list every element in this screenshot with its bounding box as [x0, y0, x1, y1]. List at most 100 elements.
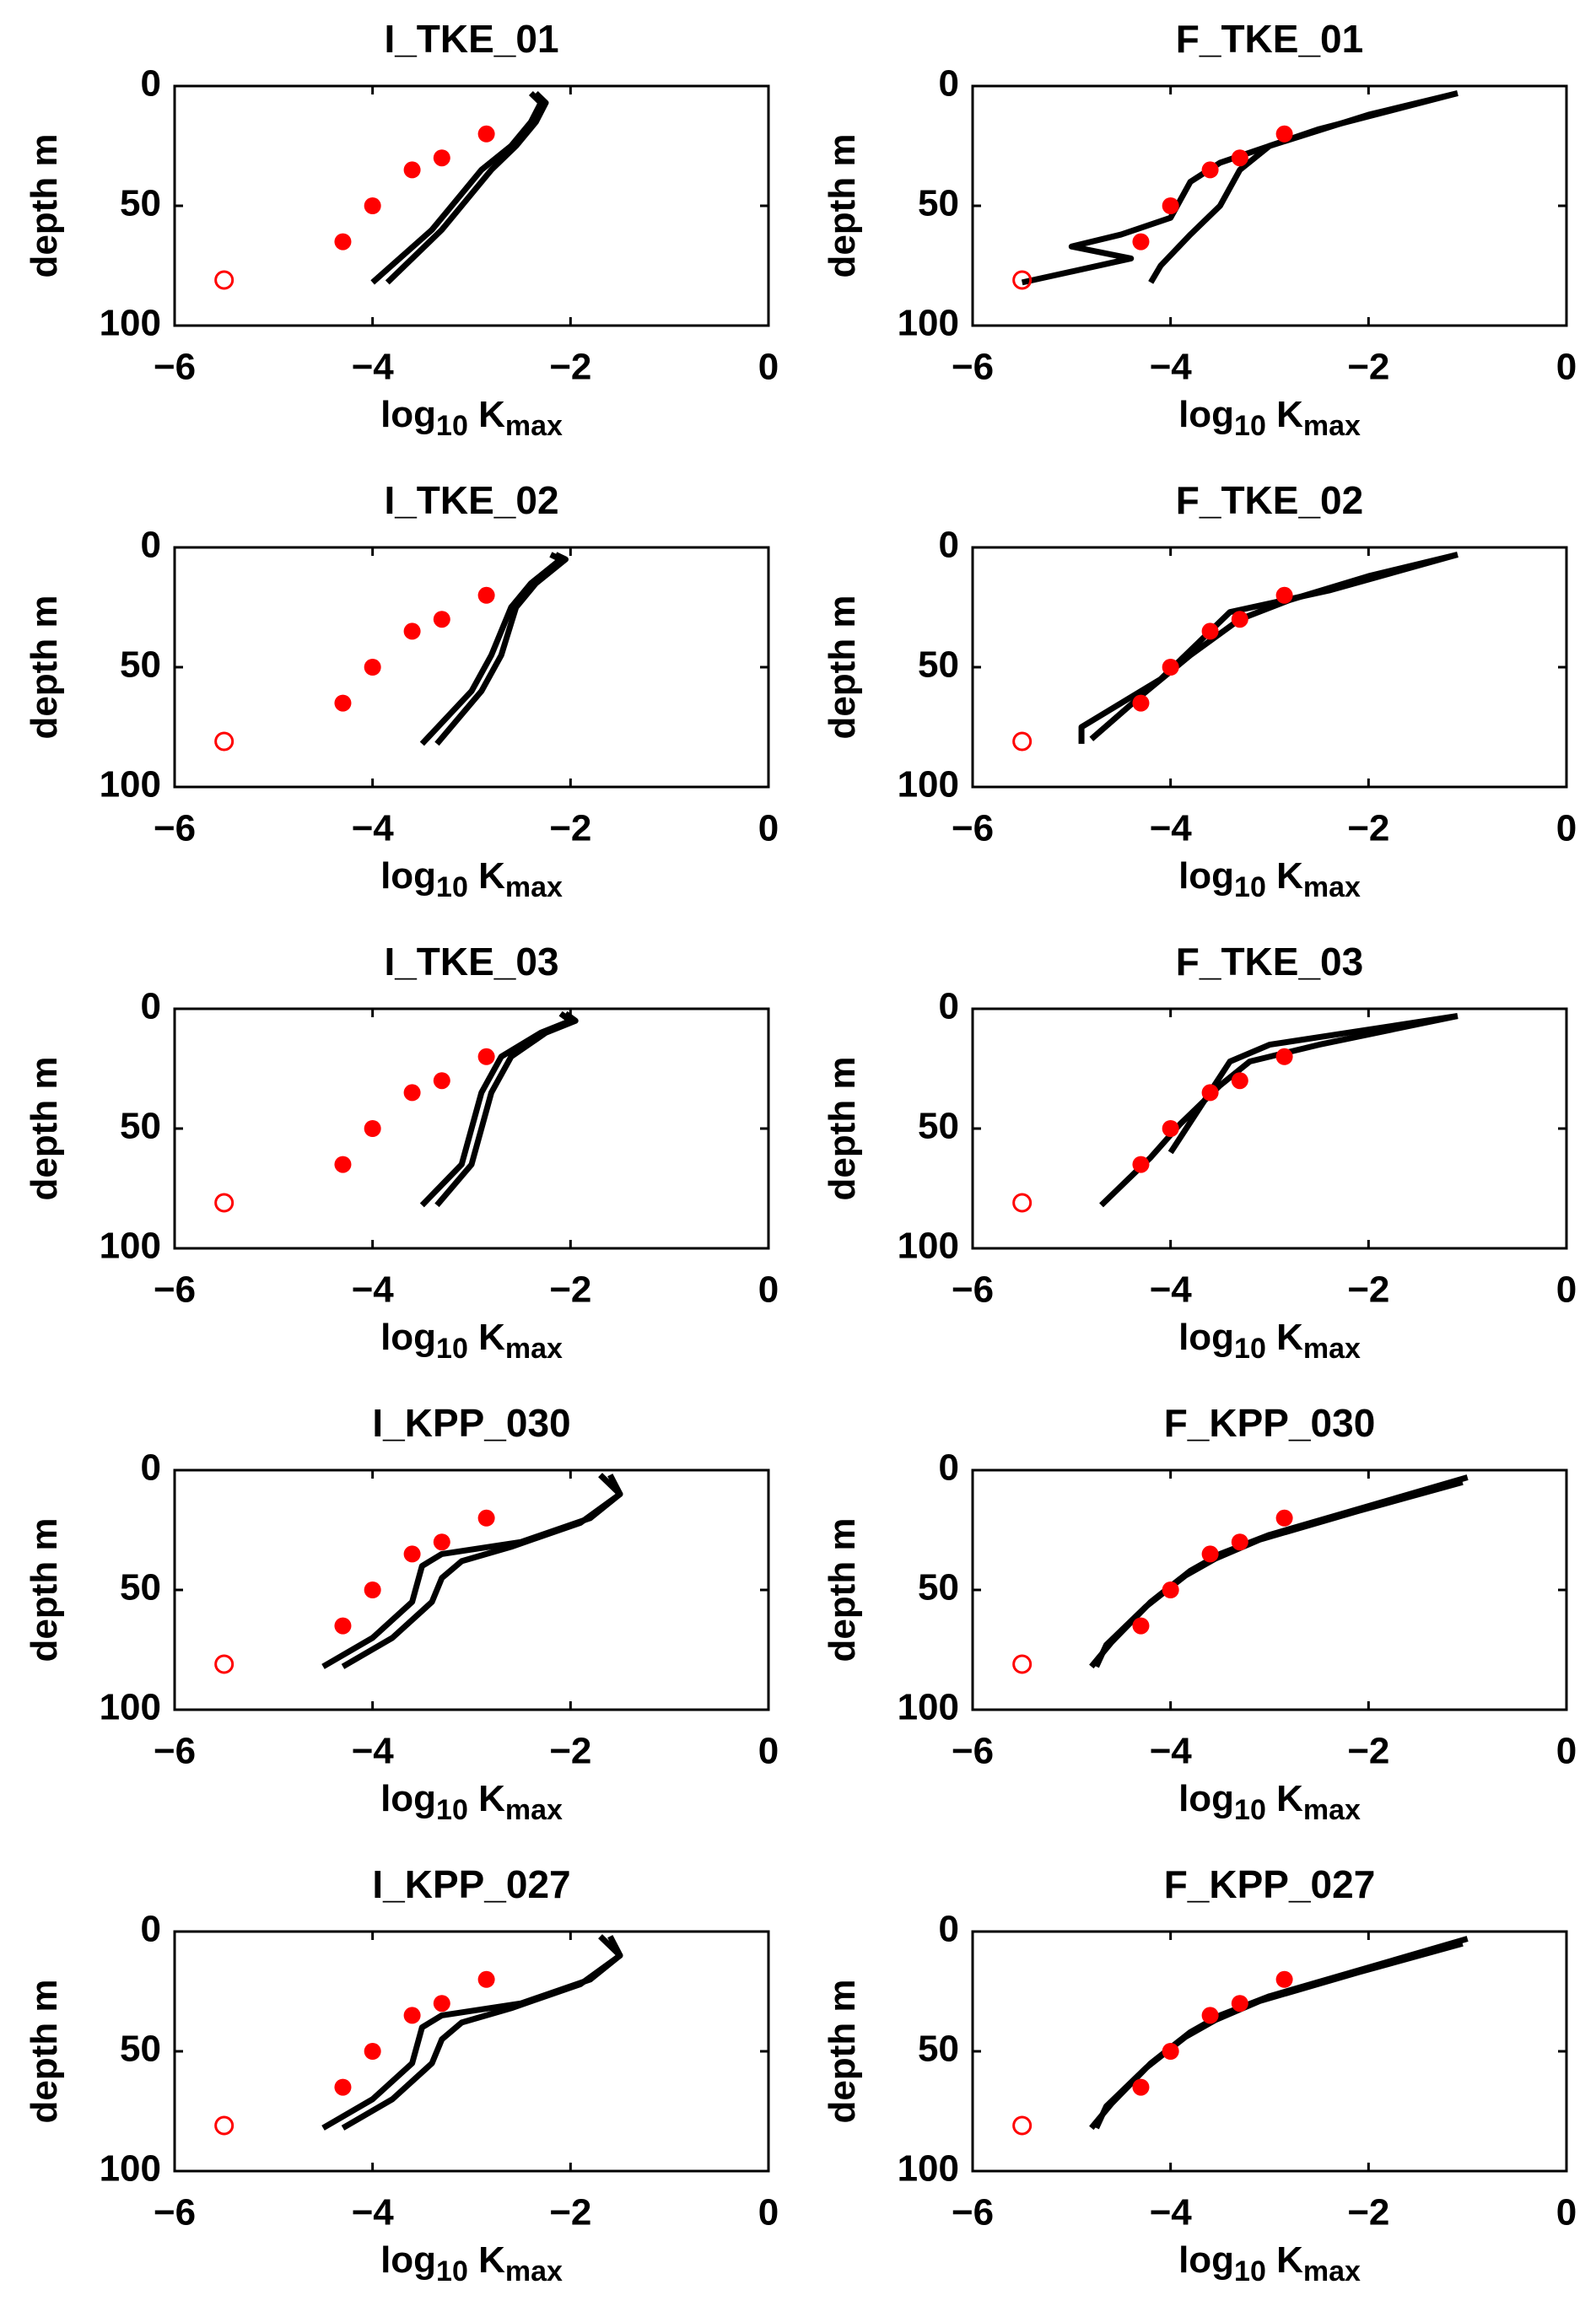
x-axis-label-part: 10 — [1234, 1794, 1266, 1826]
observation — [334, 1156, 352, 1173]
x-axis-label: log10 Kmax — [380, 2239, 563, 2287]
x-axis-label-part: K — [468, 855, 505, 897]
plot-area — [1012, 552, 1459, 752]
model-line — [1021, 90, 1459, 286]
x-tick-label: −2 — [1347, 1269, 1389, 1311]
x-tick-label: −6 — [154, 1269, 196, 1311]
x-axis-label-part: K — [1266, 1778, 1303, 1819]
model-line — [385, 91, 549, 285]
subplot: F_TKE_01 −6 −4 −2 0 0 50 100 log10 Kmax depth m — [822, 17, 1577, 442]
x-tick-label: 0 — [1556, 1269, 1577, 1311]
x-axis-label-part: max — [1303, 1794, 1361, 1826]
subplot-title: I_KPP_027 — [372, 1862, 570, 1906]
observation — [1162, 197, 1179, 214]
observation — [1201, 2007, 1219, 2024]
observation — [364, 1581, 381, 1598]
x-axis-label-part: K — [1266, 394, 1303, 435]
x-tick-label: 0 — [758, 808, 779, 849]
observation — [1231, 149, 1248, 167]
y-axis-label: depth m — [24, 595, 65, 739]
x-tick-label: −2 — [1347, 2192, 1389, 2233]
x-tick-label: 0 — [758, 1731, 779, 1772]
model-line — [434, 1010, 579, 1208]
model-line — [370, 91, 544, 285]
y-tick-label: 0 — [141, 986, 161, 1027]
y-tick-label: 50 — [918, 1567, 959, 1608]
plot-area — [1012, 1474, 1469, 1674]
observation — [364, 197, 381, 214]
x-axis-label: log10 Kmax — [1178, 855, 1361, 903]
axes-box — [173, 1468, 770, 1711]
subplot-title: F_TKE_02 — [1176, 478, 1363, 522]
y-tick-label: 0 — [939, 1909, 959, 1950]
x-axis-label-part: max — [505, 871, 563, 903]
observation — [1275, 125, 1293, 143]
x-axis-label-part: log — [380, 855, 436, 897]
x-axis-label-part: log — [1178, 2239, 1234, 2281]
y-tick-label: 50 — [918, 1106, 959, 1147]
subplot-title: F_TKE_01 — [1176, 17, 1363, 61]
subplot: I_KPP_030 −6 −4 −2 0 0 50 100 log10 Kmax depth m — [24, 1401, 779, 1826]
x-tick-label: −2 — [549, 808, 591, 849]
observation — [1231, 1533, 1248, 1551]
x-axis-label-part: 10 — [1234, 2255, 1266, 2287]
subplot-title: I_TKE_02 — [384, 478, 558, 522]
x-tick-label: −4 — [352, 808, 395, 849]
y-tick-label: 0 — [939, 63, 959, 105]
observation — [364, 1120, 381, 1137]
x-axis-label-part: 10 — [1234, 410, 1266, 442]
observation — [1162, 659, 1179, 676]
y-axis-label: depth m — [24, 1056, 65, 1200]
y-tick-label: 100 — [100, 1687, 161, 1728]
axes-box — [971, 1930, 1568, 2173]
axes-box — [173, 84, 770, 327]
model-line — [1167, 1013, 1459, 1155]
x-axis-label-part: max — [505, 1794, 563, 1826]
x-axis-label-part: log — [1178, 1317, 1234, 1358]
x-tick-label: −4 — [352, 2192, 395, 2233]
x-axis-label-part: 10 — [1234, 871, 1266, 903]
x-axis-label-part: log — [380, 394, 436, 435]
x-axis-label-part: K — [1266, 1317, 1303, 1358]
observation — [1201, 161, 1219, 179]
y-axis-label: depth m — [822, 1979, 863, 2123]
y-tick-label: 0 — [939, 525, 959, 566]
x-axis-label: log10 Kmax — [1178, 394, 1361, 442]
x-axis-label-part: max — [1303, 2255, 1361, 2287]
observation — [433, 1533, 450, 1551]
observation — [1132, 1617, 1150, 1635]
plot-area — [1012, 90, 1459, 290]
x-tick-label: −6 — [952, 808, 994, 849]
observation-open — [214, 731, 235, 752]
x-tick-label: −4 — [1150, 808, 1193, 849]
subplot-title: F_TKE_03 — [1176, 940, 1363, 983]
x-tick-label: −4 — [352, 1731, 395, 1772]
x-axis-label-part: log — [380, 1778, 436, 1819]
observation — [1201, 1545, 1219, 1563]
y-tick-label: 0 — [141, 525, 161, 566]
observation-open — [214, 2115, 235, 2136]
x-axis-label-part: K — [468, 394, 505, 435]
x-tick-label: 0 — [1556, 808, 1577, 849]
x-axis-label-part: max — [505, 2255, 563, 2287]
x-tick-label: −2 — [1347, 1731, 1389, 1772]
model-line — [1078, 552, 1459, 744]
x-axis-label: log10 Kmax — [380, 394, 563, 442]
plot-area — [214, 1934, 623, 2136]
y-tick-label: 0 — [939, 1447, 959, 1489]
y-tick-label: 100 — [100, 2148, 161, 2190]
observation — [1231, 1072, 1248, 1090]
subplot: I_TKE_03 −6 −4 −2 0 0 50 100 log10 Kmax depth m — [24, 940, 779, 1365]
x-tick-label: −6 — [154, 347, 196, 388]
observation — [403, 1084, 421, 1102]
model-line — [434, 552, 569, 746]
x-axis-label-part: max — [1303, 1333, 1361, 1365]
model-line — [1093, 1940, 1464, 2130]
x-axis-label-part: max — [1303, 410, 1361, 442]
x-axis-label-part: 10 — [436, 871, 468, 903]
subplot: I_KPP_027 −6 −4 −2 0 0 50 100 log10 Kmax depth m — [24, 1862, 779, 2287]
observation — [334, 694, 352, 712]
x-tick-label: −4 — [1150, 1731, 1193, 1772]
observation-open — [1012, 731, 1033, 752]
x-axis-label: log10 Kmax — [380, 855, 563, 903]
